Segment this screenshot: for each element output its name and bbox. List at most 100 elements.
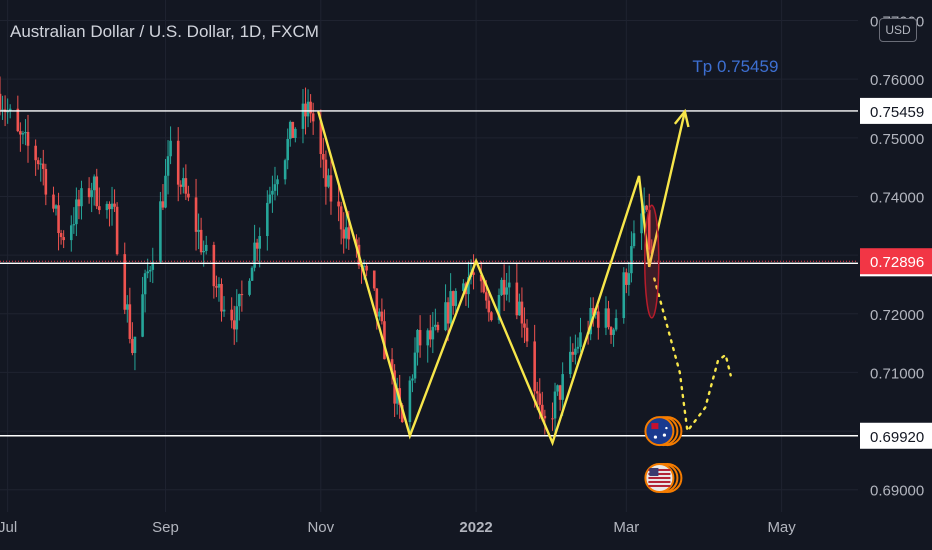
candle-body: [523, 323, 526, 328]
candle-body: [467, 277, 470, 295]
candle-body: [59, 233, 63, 238]
candle-body: [561, 374, 564, 400]
candle-body: [220, 283, 223, 312]
candle-body: [72, 224, 76, 226]
time-tick-label: Nov: [307, 519, 334, 536]
candle-body: [408, 380, 412, 423]
candle-body: [365, 265, 368, 271]
candle-body: [286, 138, 289, 161]
candle-body: [431, 326, 435, 340]
candle-body: [472, 272, 475, 275]
au-flag-union: [651, 423, 659, 430]
candle-body: [569, 351, 572, 375]
candle-body: [383, 321, 386, 360]
candle-body: [444, 302, 447, 331]
candle-body: [538, 393, 542, 405]
time-tick-label: Jul: [0, 519, 17, 536]
current-price-box: [860, 248, 932, 275]
candle-body: [413, 352, 417, 379]
current-price-label: 0.72896: [870, 254, 924, 271]
candle-body: [197, 229, 200, 232]
time-tick-label: Mar: [613, 519, 639, 536]
candle-body: [253, 242, 256, 268]
candle-body: [484, 292, 488, 301]
level-price-box: [860, 422, 932, 449]
candle-body: [215, 286, 218, 288]
candle-body: [612, 329, 615, 335]
candle-body: [92, 176, 96, 191]
candle-body: [378, 311, 381, 317]
candle-body: [110, 203, 114, 210]
candle-body: [304, 103, 307, 117]
candle-body: [199, 229, 203, 253]
price-tick-label: 0.74000: [870, 189, 924, 206]
candle-body: [395, 388, 399, 404]
candle-body: [179, 184, 183, 187]
candle-body: [1, 109, 4, 111]
candle-body: [133, 336, 137, 354]
candle-body: [90, 190, 93, 198]
candle-body: [255, 242, 259, 249]
candle-body: [21, 133, 25, 135]
candle-body: [169, 140, 172, 157]
candle-body: [283, 160, 287, 180]
us-flag-stripe: [648, 484, 671, 487]
candle-body: [627, 273, 631, 285]
candle-body: [288, 121, 292, 139]
candle-body: [390, 359, 394, 371]
candle-body: [446, 302, 450, 324]
currency-button[interactable]: USD: [879, 18, 917, 42]
au-flag-star: [653, 435, 658, 439]
candle-body: [204, 244, 208, 252]
candle-body: [16, 108, 20, 132]
candle-body: [19, 131, 22, 135]
candle-body: [479, 274, 483, 282]
candle-body: [558, 385, 562, 400]
au-flag-star: [662, 433, 667, 437]
w-pattern-line: [317, 111, 687, 447]
candle-body: [428, 330, 432, 340]
candle-body: [24, 131, 27, 134]
candle-body: [230, 309, 233, 321]
candle-body: [344, 227, 348, 239]
candle-body: [574, 348, 577, 355]
candle-body: [576, 346, 580, 349]
time-tick-label: Sep: [152, 519, 179, 536]
candle-body: [36, 160, 40, 165]
candle-body: [184, 178, 188, 194]
candle-body: [436, 324, 440, 331]
us-flag-stripe: [648, 468, 671, 471]
candle-body: [604, 308, 608, 328]
candle-body: [301, 103, 305, 129]
tp-label: Tp 0.75459: [692, 57, 778, 76]
candle-body: [125, 304, 129, 310]
price-tick-label: 0.71000: [870, 365, 924, 382]
candle-body: [362, 265, 366, 267]
price-tick-label: 0.75000: [870, 131, 924, 148]
candle-body: [339, 206, 343, 230]
candle-body: [87, 188, 91, 198]
candle-body: [347, 227, 351, 240]
candle-body: [645, 205, 648, 210]
au-flag-star: [665, 426, 668, 430]
candle-body: [487, 300, 491, 313]
candle-body: [375, 288, 379, 317]
candle-body: [380, 311, 384, 322]
candle-body: [630, 246, 633, 274]
candle-body: [41, 163, 45, 169]
candle-body: [217, 283, 221, 288]
candle-body: [291, 121, 295, 138]
target-arrowhead: [673, 108, 690, 128]
candle-body: [271, 190, 274, 195]
candle-body: [187, 193, 190, 198]
us-flag-stripe: [648, 480, 671, 483]
candle-body: [6, 111, 9, 113]
candle-body: [342, 229, 346, 239]
candle-body: [8, 108, 12, 112]
candle-body: [273, 184, 277, 191]
candle-body: [202, 251, 205, 253]
candle-body: [418, 330, 422, 346]
candle-body: [39, 163, 43, 165]
